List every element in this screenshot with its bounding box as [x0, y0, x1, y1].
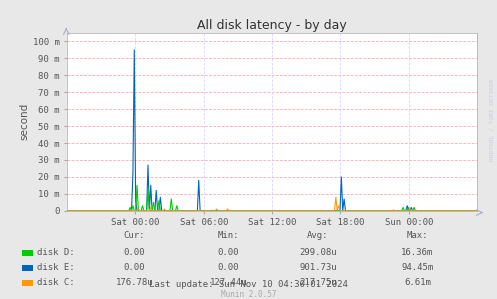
Text: Last update: Sun Nov 10 04:30:01 2024: Last update: Sun Nov 10 04:30:01 2024 [149, 280, 348, 289]
Title: All disk latency - by day: All disk latency - by day [197, 19, 347, 32]
Text: Cur:: Cur: [123, 231, 145, 240]
Text: 176.78u: 176.78u [115, 278, 153, 287]
Text: disk C:: disk C: [37, 278, 75, 287]
Text: 0.00: 0.00 [123, 263, 145, 272]
Text: 0.00: 0.00 [123, 248, 145, 257]
Text: disk D:: disk D: [37, 248, 75, 257]
Text: 217.75u: 217.75u [299, 278, 337, 287]
Text: 901.73u: 901.73u [299, 263, 337, 272]
Text: 94.45m: 94.45m [402, 263, 433, 272]
Text: RRDTOOL / TOBI OETIKER: RRDTOOL / TOBI OETIKER [490, 78, 495, 161]
Text: 127.44u: 127.44u [210, 278, 248, 287]
Text: Avg:: Avg: [307, 231, 329, 240]
Text: 16.36m: 16.36m [402, 248, 433, 257]
Text: 299.08u: 299.08u [299, 248, 337, 257]
Text: disk E:: disk E: [37, 263, 75, 272]
Y-axis label: second: second [20, 103, 30, 141]
Text: Max:: Max: [407, 231, 428, 240]
Text: 0.00: 0.00 [218, 248, 240, 257]
Text: 6.61m: 6.61m [404, 278, 431, 287]
Text: Min:: Min: [218, 231, 240, 240]
Text: 0.00: 0.00 [218, 263, 240, 272]
Text: Munin 2.0.57: Munin 2.0.57 [221, 290, 276, 299]
